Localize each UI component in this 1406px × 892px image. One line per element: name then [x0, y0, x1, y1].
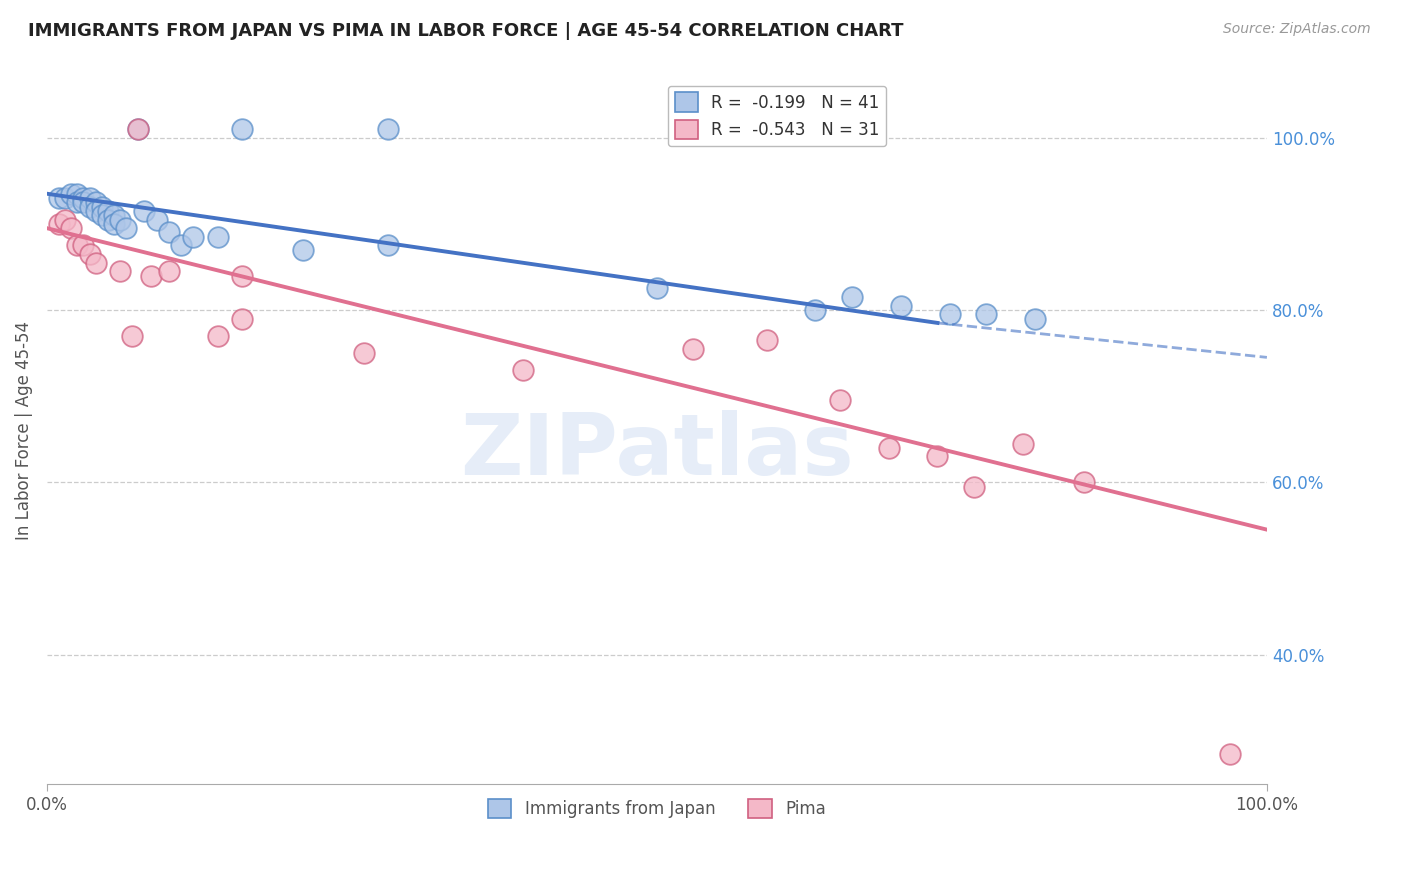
- Point: [512, 363, 534, 377]
- Point: [1012, 436, 1035, 450]
- Point: [207, 229, 229, 244]
- Point: [145, 212, 167, 227]
- Point: [377, 238, 399, 252]
- Point: [1073, 475, 1095, 490]
- Point: [890, 299, 912, 313]
- Point: [841, 290, 863, 304]
- Point: [103, 217, 125, 231]
- Text: Source: ZipAtlas.com: Source: ZipAtlas.com: [1223, 22, 1371, 37]
- Point: [828, 393, 851, 408]
- Point: [79, 200, 101, 214]
- Point: [84, 195, 107, 210]
- Point: [66, 195, 89, 210]
- Point: [207, 329, 229, 343]
- Point: [1024, 311, 1046, 326]
- Point: [108, 212, 131, 227]
- Point: [645, 281, 668, 295]
- Point: [377, 122, 399, 136]
- Point: [127, 122, 149, 136]
- Point: [60, 186, 83, 201]
- Point: [115, 221, 138, 235]
- Point: [1219, 747, 1241, 761]
- Point: [682, 342, 704, 356]
- Point: [84, 203, 107, 218]
- Point: [804, 303, 827, 318]
- Point: [97, 203, 120, 218]
- Point: [139, 268, 162, 283]
- Point: [97, 212, 120, 227]
- Point: [48, 191, 70, 205]
- Point: [181, 229, 204, 244]
- Point: [938, 307, 960, 321]
- Point: [963, 479, 986, 493]
- Point: [48, 217, 70, 231]
- Point: [157, 226, 180, 240]
- Y-axis label: In Labor Force | Age 45-54: In Labor Force | Age 45-54: [15, 321, 32, 540]
- Point: [108, 264, 131, 278]
- Text: ZIPatlas: ZIPatlas: [460, 410, 853, 493]
- Point: [103, 208, 125, 222]
- Point: [157, 264, 180, 278]
- Point: [90, 208, 112, 222]
- Point: [231, 122, 253, 136]
- Point: [127, 122, 149, 136]
- Point: [292, 243, 315, 257]
- Point: [72, 195, 94, 210]
- Point: [927, 450, 949, 464]
- Point: [72, 238, 94, 252]
- Point: [877, 441, 900, 455]
- Text: IMMIGRANTS FROM JAPAN VS PIMA IN LABOR FORCE | AGE 45-54 CORRELATION CHART: IMMIGRANTS FROM JAPAN VS PIMA IN LABOR F…: [28, 22, 904, 40]
- Point: [60, 221, 83, 235]
- Point: [121, 329, 143, 343]
- Point: [79, 191, 101, 205]
- Point: [90, 200, 112, 214]
- Point: [974, 307, 997, 321]
- Point: [66, 238, 89, 252]
- Point: [170, 238, 193, 252]
- Point: [134, 203, 156, 218]
- Point: [231, 311, 253, 326]
- Point: [79, 247, 101, 261]
- Legend: Immigrants from Japan, Pima: Immigrants from Japan, Pima: [481, 792, 832, 825]
- Point: [353, 346, 375, 360]
- Point: [231, 268, 253, 283]
- Point: [66, 186, 89, 201]
- Point: [53, 212, 76, 227]
- Point: [72, 191, 94, 205]
- Point: [53, 191, 76, 205]
- Point: [755, 333, 778, 347]
- Point: [84, 255, 107, 269]
